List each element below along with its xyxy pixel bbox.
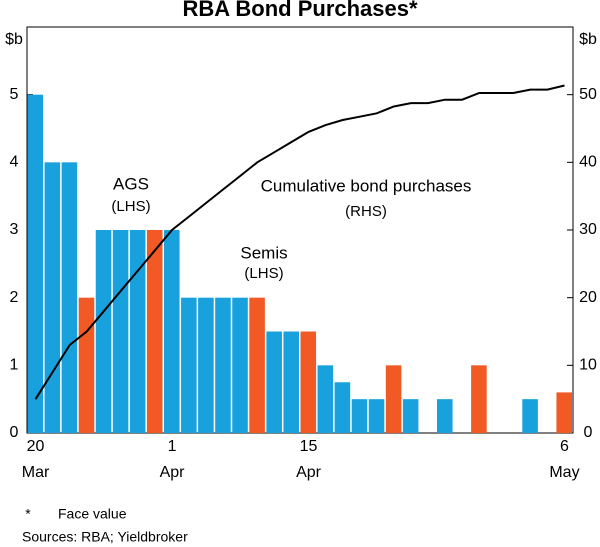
bar xyxy=(164,230,180,433)
x-tick-month: Mar xyxy=(22,464,50,481)
bar xyxy=(146,230,163,433)
y-tick-label: 3 xyxy=(10,221,19,238)
x-tick-month: Apr xyxy=(296,464,322,481)
bar xyxy=(61,162,78,434)
y-unit: $b xyxy=(5,31,23,48)
bar xyxy=(368,399,385,433)
y-tick-label: 5 xyxy=(10,86,19,103)
annotation: Cumulative bond purchases xyxy=(261,176,472,195)
y2-tick-label: 10 xyxy=(579,357,597,374)
footnote: Face value xyxy=(58,506,127,522)
y2-tick-label: 40 xyxy=(579,154,597,171)
x-tick-month: Apr xyxy=(160,464,186,481)
bar xyxy=(181,297,197,433)
x-tick-month: May xyxy=(549,464,579,481)
y-tick-label: 2 xyxy=(10,289,19,306)
bar xyxy=(266,331,282,433)
chart-title: RBA Bond Purchases* xyxy=(182,0,418,21)
bar xyxy=(232,297,248,433)
sources: Sources: RBA; Yieldbroker xyxy=(22,529,188,545)
y-tick-label: 0 xyxy=(10,424,19,441)
y2-tick-label: 20 xyxy=(579,289,597,306)
bar xyxy=(317,365,334,433)
y2-tick-label: 50 xyxy=(579,86,597,103)
x-tick-label: 15 xyxy=(300,438,318,455)
bar xyxy=(556,392,572,433)
bar xyxy=(437,399,453,433)
y2-tick-label: 30 xyxy=(579,221,597,238)
bar xyxy=(44,162,61,434)
bar xyxy=(471,365,487,433)
bar xyxy=(334,382,351,433)
bar xyxy=(112,230,129,433)
bar xyxy=(522,399,538,433)
bar xyxy=(385,365,402,433)
annotation: AGS xyxy=(113,174,149,193)
y2-tick-label: 0 xyxy=(584,424,593,441)
annotation: (RHS) xyxy=(345,203,387,220)
y2-unit: $b xyxy=(579,31,597,48)
bar xyxy=(249,297,265,433)
bar xyxy=(129,230,146,433)
bar xyxy=(215,297,231,433)
y-tick-label: 1 xyxy=(10,357,19,374)
x-tick-label: 1 xyxy=(168,438,177,455)
footnote-marker: * xyxy=(25,506,31,522)
annotation: Semis xyxy=(240,243,287,262)
bar xyxy=(78,297,95,433)
bar xyxy=(27,94,44,434)
annotation: (LHS) xyxy=(111,198,150,215)
x-tick-label: 6 xyxy=(560,438,569,455)
bar xyxy=(95,230,112,433)
bar xyxy=(351,399,368,433)
bar xyxy=(283,331,299,433)
y-tick-label: 4 xyxy=(10,154,19,171)
bar xyxy=(300,331,317,433)
x-tick-label: 20 xyxy=(27,438,45,455)
bar xyxy=(402,399,419,433)
line xyxy=(34,84,565,400)
annotation: (LHS) xyxy=(244,265,283,282)
bar xyxy=(198,297,214,433)
